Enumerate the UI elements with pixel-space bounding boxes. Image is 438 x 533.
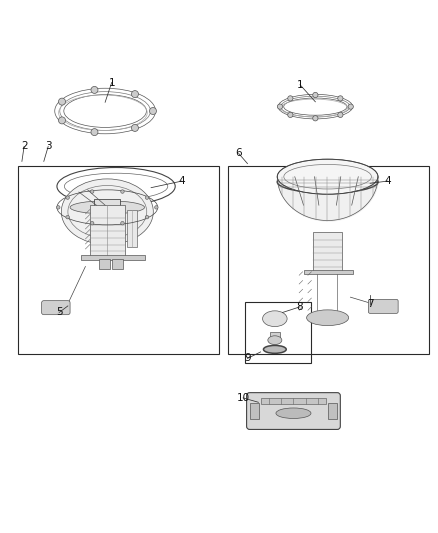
- FancyBboxPatch shape: [247, 393, 340, 430]
- Circle shape: [348, 104, 353, 109]
- Text: 8: 8: [297, 302, 304, 312]
- Circle shape: [145, 196, 149, 199]
- Bar: [328, 403, 337, 419]
- Circle shape: [288, 112, 293, 117]
- Circle shape: [131, 91, 138, 98]
- Circle shape: [121, 221, 124, 225]
- Text: 4: 4: [384, 176, 391, 186]
- Text: 9: 9: [244, 353, 251, 364]
- Circle shape: [66, 196, 69, 199]
- Bar: [112, 259, 123, 269]
- Circle shape: [288, 96, 293, 101]
- Text: 4: 4: [178, 176, 185, 186]
- Ellipse shape: [277, 159, 378, 194]
- Circle shape: [338, 96, 343, 101]
- Circle shape: [145, 215, 149, 219]
- Text: 3: 3: [45, 141, 52, 151]
- Circle shape: [121, 190, 124, 193]
- Circle shape: [66, 215, 69, 219]
- Bar: [81, 255, 145, 260]
- Ellipse shape: [263, 311, 287, 327]
- Bar: [99, 259, 110, 269]
- Bar: [18, 166, 219, 354]
- Text: 6: 6: [235, 149, 242, 158]
- Circle shape: [59, 98, 66, 105]
- Text: 1: 1: [297, 80, 304, 90]
- Text: 10: 10: [237, 393, 250, 403]
- Circle shape: [57, 206, 60, 209]
- Circle shape: [313, 116, 318, 121]
- Ellipse shape: [61, 179, 153, 245]
- Bar: [261, 398, 326, 403]
- Circle shape: [90, 221, 94, 225]
- Bar: [228, 166, 429, 354]
- Circle shape: [91, 86, 98, 93]
- Text: 7: 7: [367, 298, 374, 309]
- FancyBboxPatch shape: [42, 301, 70, 314]
- Bar: [269, 332, 280, 342]
- Bar: [313, 232, 342, 272]
- Circle shape: [155, 206, 158, 209]
- Text: 2: 2: [21, 141, 28, 151]
- Circle shape: [59, 117, 66, 124]
- Ellipse shape: [307, 310, 349, 326]
- Ellipse shape: [276, 408, 311, 418]
- Circle shape: [338, 112, 343, 117]
- FancyBboxPatch shape: [368, 300, 398, 313]
- Circle shape: [131, 124, 138, 132]
- Circle shape: [149, 108, 156, 115]
- Ellipse shape: [268, 336, 282, 344]
- Circle shape: [91, 128, 98, 135]
- Circle shape: [313, 92, 318, 98]
- Text: 1: 1: [108, 77, 115, 87]
- Bar: [90, 205, 125, 258]
- Circle shape: [277, 104, 283, 109]
- Ellipse shape: [70, 201, 145, 214]
- Text: 5: 5: [56, 308, 63, 318]
- Circle shape: [90, 190, 94, 193]
- Bar: [127, 209, 137, 247]
- Ellipse shape: [264, 345, 286, 353]
- Bar: [94, 199, 120, 207]
- Bar: [245, 302, 311, 363]
- Bar: [250, 403, 259, 419]
- Bar: [304, 270, 353, 274]
